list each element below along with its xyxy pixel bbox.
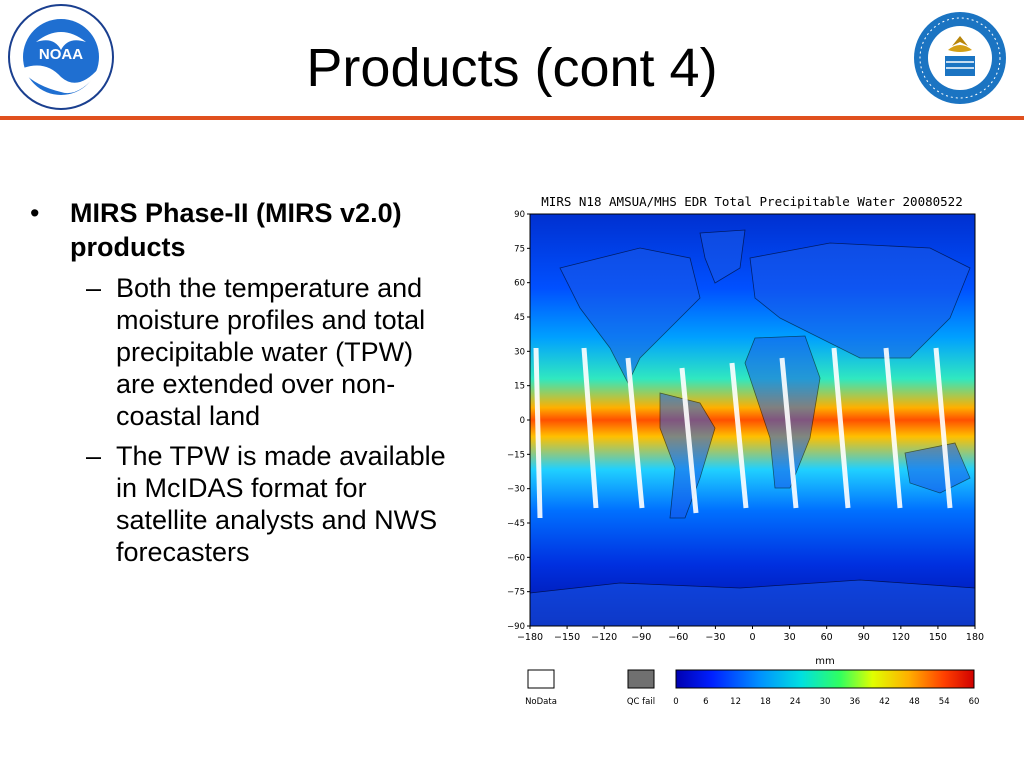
sub-bullet-1: – Both the temperature and moisture prof… [30, 272, 456, 432]
colorbar-tick-label: 18 [760, 697, 771, 707]
x-tick-label: −120 [591, 632, 617, 643]
x-tick-label: 0 [749, 632, 755, 643]
colorbar-tick-label: 24 [790, 697, 801, 707]
x-axis-ticks: −180 −150 −120 −90 −60 −30 0 30 60 90 120 150 180 [517, 626, 984, 643]
colorbar-tick-label: 12 [730, 697, 741, 707]
y-tick-label: −90 [507, 622, 525, 632]
x-tick-label: −150 [554, 632, 580, 643]
north-america [559, 247, 701, 384]
colorbar-ticks: 0 6 12 18 24 30 36 42 48 54 60 [673, 697, 979, 707]
sub-bullet-1-text: Both the temperature and moisture profil… [116, 273, 426, 431]
x-tick-label: 120 [892, 632, 910, 643]
colorbar-tick-label: 0 [673, 697, 678, 707]
sub-bullet-2-text: The TPW is made available in McIDAS form… [116, 441, 446, 567]
dash-icon: – [86, 441, 102, 471]
colorbar-tick-label: 30 [820, 697, 831, 707]
y-tick-label: 90 [514, 210, 525, 220]
greenland [699, 229, 746, 284]
x-tick-label: 180 [966, 632, 984, 643]
colorbar-tick-label: 42 [879, 697, 890, 707]
colorbar-tick-label: 6 [703, 697, 708, 707]
sub-bullet-2: – The TPW is made available in McIDAS fo… [30, 440, 456, 568]
y-tick-label: −45 [507, 519, 525, 529]
bullet-main-text: MIRS Phase-II (MIRS v2.0) products [70, 198, 402, 262]
y-tick-label: 15 [514, 382, 525, 392]
y-tick-label: 60 [514, 279, 525, 289]
y-tick-label: 30 [514, 347, 525, 357]
y-tick-label: −30 [507, 485, 525, 495]
x-tick-label: 60 [821, 632, 833, 643]
title-divider [0, 116, 1024, 120]
dash-icon: – [86, 273, 102, 303]
nodata-label: NoData [525, 697, 557, 707]
y-tick-label: 0 [520, 416, 525, 426]
x-tick-label: 150 [929, 632, 947, 643]
chart-title: MIRS N18 AMSUA/MHS EDR Total Precipitabl… [541, 194, 962, 209]
x-tick-label: −180 [517, 632, 543, 643]
qcfail-label: QC fail [627, 697, 655, 707]
nodata-swatch [527, 669, 555, 689]
colorbar-tick-label: 54 [939, 697, 950, 707]
land-masses [530, 229, 975, 626]
map-plot-area [530, 214, 975, 626]
europe-asia [749, 242, 971, 359]
y-tick-label: −60 [507, 553, 525, 563]
x-tick-label: 30 [784, 632, 796, 643]
page-title: Products (cont 4) [306, 38, 718, 98]
bullet-main: • MIRS Phase-II (MIRS v2.0) products [30, 196, 500, 264]
colorbar-tick-label: 36 [849, 697, 860, 707]
qcfail-swatch [627, 669, 655, 689]
bullet-dot-icon: • [30, 198, 40, 228]
colorbar [675, 669, 975, 689]
x-tick-label: 90 [858, 632, 870, 643]
y-tick-label: −15 [507, 450, 525, 460]
department-of-commerce-seal [912, 10, 1008, 106]
y-tick-label: 75 [514, 244, 525, 254]
bullet-list: • MIRS Phase-II (MIRS v2.0) products – B… [30, 196, 500, 568]
africa [744, 335, 821, 489]
x-tick-label: −60 [668, 632, 688, 643]
x-tick-label: −90 [631, 632, 651, 643]
antarctica [530, 579, 975, 626]
colorbar-tick-label: 60 [969, 697, 980, 707]
tpw-map-figure: MIRS N18 AMSUA/MHS EDR Total Precipitabl… [500, 188, 1000, 718]
tpw-map-svg: MIRS N18 AMSUA/MHS EDR Total Precipitabl… [507, 194, 984, 707]
y-tick-label: −75 [507, 588, 525, 598]
orbit-gaps [533, 347, 953, 519]
noaa-logo: NOAA [6, 2, 116, 112]
y-tick-label: 45 [514, 313, 525, 323]
south-america [659, 392, 716, 519]
noaa-logo-text: NOAA [39, 46, 83, 63]
colorbar-tick-label: 48 [909, 697, 920, 707]
x-tick-label: −30 [705, 632, 725, 643]
colorbar-unit-label: mm [815, 656, 834, 667]
y-axis-ticks: 90 75 60 45 30 15 0 −15 −30 −45 −60 −75 −90 [507, 210, 530, 632]
